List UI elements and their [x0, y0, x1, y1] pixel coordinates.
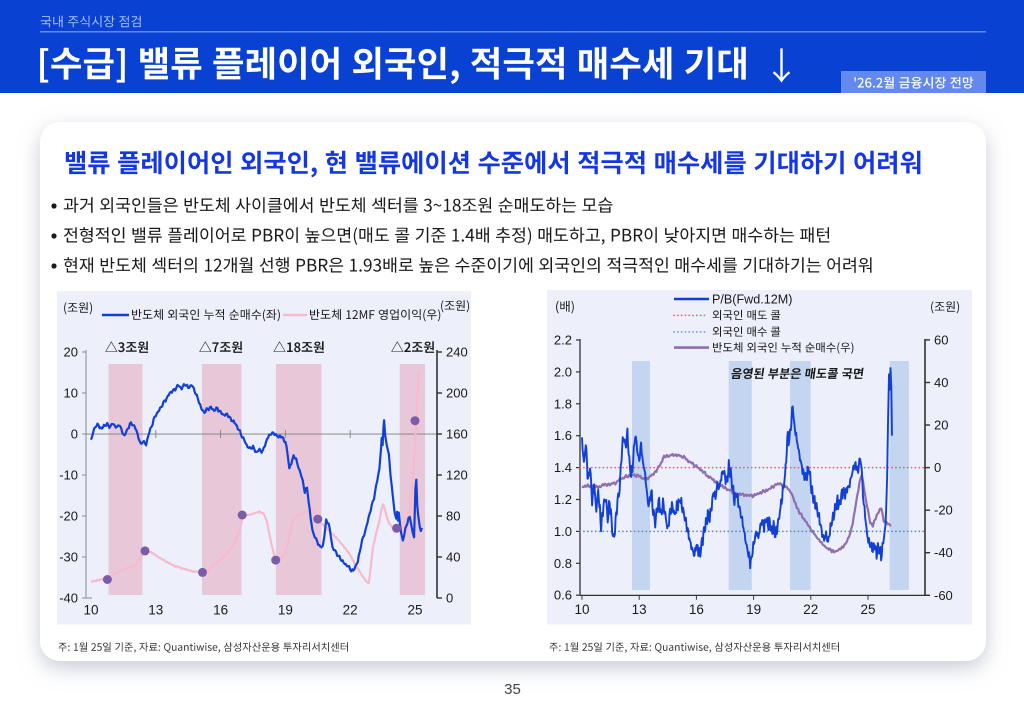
svg-text:2.0: 2.0	[554, 364, 572, 379]
svg-text:40: 40	[934, 375, 948, 390]
svg-text:20: 20	[64, 345, 78, 360]
svg-text:-40: -40	[59, 591, 78, 606]
svg-text:1.6: 1.6	[554, 428, 572, 443]
svg-text:P/B(Fwd.12M): P/B(Fwd.12M)	[712, 292, 792, 306]
svg-text:0.8: 0.8	[554, 556, 572, 571]
svg-text:60: 60	[934, 332, 948, 347]
svg-text:0: 0	[71, 427, 78, 442]
svg-text:-30: -30	[59, 550, 78, 565]
svg-text:35: 35	[504, 681, 521, 698]
svg-text:-60: -60	[934, 588, 953, 603]
svg-text:16: 16	[689, 602, 704, 617]
svg-text:10: 10	[574, 602, 589, 617]
svg-text:16: 16	[213, 603, 228, 618]
svg-text:10: 10	[64, 386, 78, 401]
svg-text:0: 0	[934, 460, 941, 475]
svg-text:13: 13	[148, 603, 163, 618]
svg-text:20: 20	[934, 418, 948, 433]
svg-text:22: 22	[343, 603, 358, 618]
svg-text:0.6: 0.6	[554, 588, 572, 603]
svg-text:-10: -10	[59, 468, 78, 483]
svg-text:25: 25	[407, 603, 422, 618]
svg-text:19: 19	[278, 603, 293, 618]
svg-text:19: 19	[746, 602, 761, 617]
svg-text:1.2: 1.2	[554, 492, 572, 507]
svg-text:25: 25	[860, 602, 875, 617]
svg-text:200: 200	[446, 386, 468, 401]
svg-text:0: 0	[446, 591, 453, 606]
svg-text:120: 120	[446, 468, 468, 483]
svg-text:10: 10	[83, 603, 98, 618]
svg-text:160: 160	[446, 427, 468, 442]
svg-text:240: 240	[446, 345, 468, 360]
svg-text:22: 22	[803, 602, 818, 617]
svg-text:2.2: 2.2	[554, 333, 572, 348]
svg-text:-40: -40	[934, 545, 953, 560]
svg-text:13: 13	[632, 602, 647, 617]
svg-text:-20: -20	[934, 503, 953, 518]
svg-text:40: 40	[446, 550, 460, 565]
svg-text:1.4: 1.4	[554, 460, 572, 475]
svg-text:-20: -20	[59, 509, 78, 524]
svg-text:1.8: 1.8	[554, 396, 572, 411]
svg-text:1.0: 1.0	[554, 524, 572, 539]
svg-text:80: 80	[446, 509, 460, 524]
